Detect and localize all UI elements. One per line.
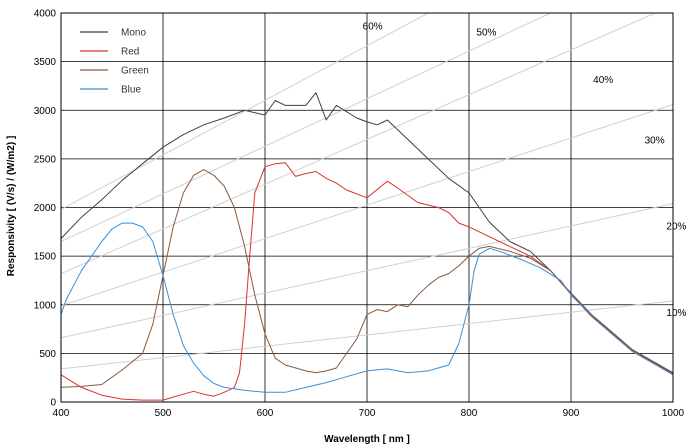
efficiency-line-60pct: [61, 13, 429, 210]
series-line-blue: [61, 222, 673, 393]
x-axis-label: Wavelength [ nm ]: [324, 434, 410, 445]
x-tick-label: 500: [155, 408, 172, 419]
y-tick-label: 2500: [34, 154, 57, 165]
efficiency-label-60pct: 60%: [363, 22, 383, 33]
efficiency-line-30pct: [61, 103, 673, 307]
legend-label: Red: [121, 47, 139, 58]
y-tick-label: 1000: [34, 300, 57, 311]
grid: [60, 12, 674, 403]
y-axis-label: Responsivity [ (V/s) / (W/m2) ]: [6, 136, 17, 277]
legend: Mono Red Green Blue: [80, 28, 149, 96]
efficiency-line-10pct: [61, 300, 673, 370]
y-tick-label: 2000: [34, 203, 57, 214]
efficiency-lines: [61, 13, 673, 370]
y-tick-label: 500: [39, 349, 56, 360]
x-tick-label: 600: [257, 408, 274, 419]
legend-label: Green: [121, 66, 149, 77]
y-tick-label: 4000: [34, 9, 57, 20]
y-tick-label: 1500: [34, 252, 57, 263]
x-tick-label: 700: [359, 408, 376, 419]
series-line-red: [61, 162, 673, 401]
efficiency-label-20pct: 20%: [666, 221, 686, 232]
legend-item-mono: Mono: [80, 28, 146, 39]
x-tick-label: 800: [461, 408, 478, 419]
x-tick-label: 400: [53, 408, 70, 419]
efficiency-line-40pct: [61, 13, 657, 275]
legend-label: Blue: [121, 85, 141, 96]
series-lines: [61, 92, 673, 401]
legend-item-red: Red: [80, 47, 139, 58]
tick-labels: 400 500 600 700 800 900 1000 0 500 1000 1500 2000 25…: [34, 9, 686, 420]
legend-item-green: Green: [80, 66, 149, 77]
legend-label: Mono: [121, 28, 146, 39]
efficiency-label-30pct: 30%: [645, 135, 665, 146]
series-line-green: [61, 169, 673, 388]
efficiency-line-50pct: [61, 13, 551, 242]
plot-frame: [60, 12, 674, 403]
legend-item-blue: Blue: [80, 85, 141, 96]
efficiency-label-50pct: 50%: [476, 27, 496, 38]
y-tick-label: 3500: [34, 57, 57, 68]
y-tick-label: 0: [50, 398, 56, 409]
y-tick-label: 3000: [34, 106, 57, 117]
x-tick-label: 900: [563, 408, 580, 419]
efficiency-label-40pct: 40%: [593, 75, 613, 86]
x-tick-label: 1000: [662, 408, 685, 419]
efficiency-line-20pct: [61, 203, 673, 339]
efficiency-label-10pct: 10%: [666, 308, 686, 319]
